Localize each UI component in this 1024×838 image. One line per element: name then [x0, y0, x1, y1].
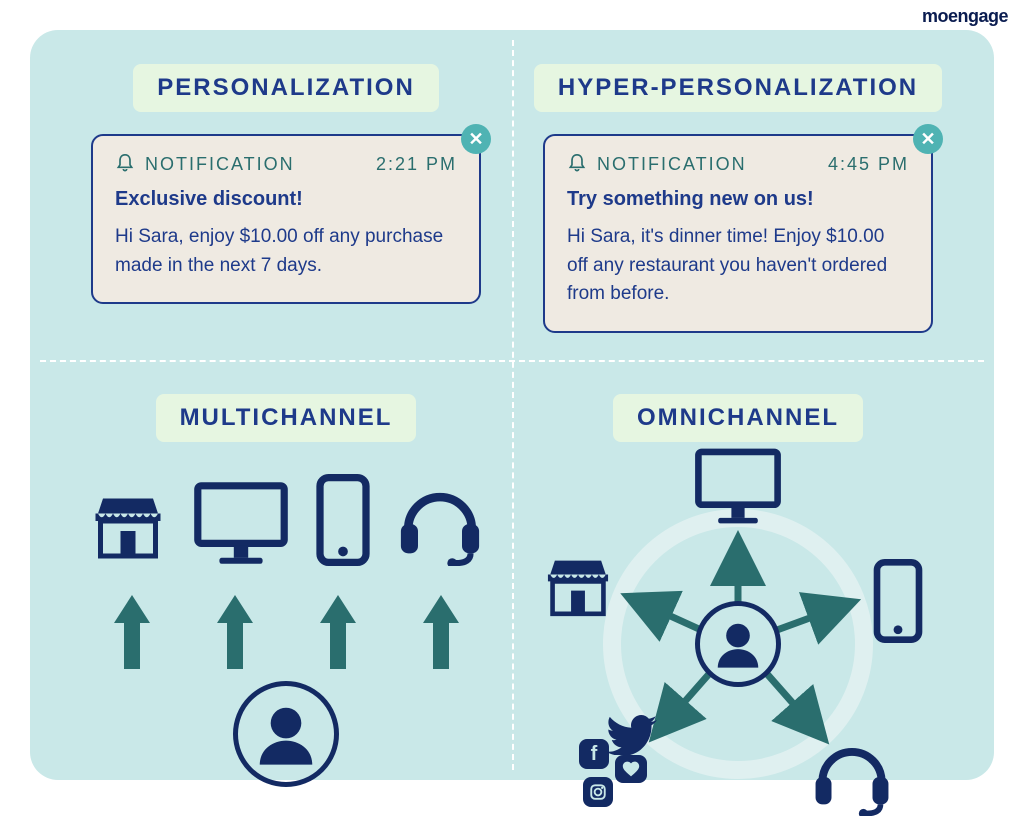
- channel-icon-row: [80, 474, 492, 571]
- notification-body: Hi Sara, it's dinner time! Enjoy $10.00 …: [567, 223, 909, 309]
- up-arrow-icon: [320, 595, 356, 669]
- up-arrow-icon: [217, 595, 253, 669]
- notification-body: Hi Sara, enjoy $10.00 off any purchase m…: [115, 223, 457, 280]
- heading-multichannel: MULTICHANNEL: [156, 394, 417, 442]
- desktop-icon: [193, 480, 289, 571]
- close-icon[interactable]: ✕: [461, 124, 491, 154]
- headset-icon: [811, 738, 893, 816]
- store-icon: [88, 486, 168, 571]
- up-arrow-icon: [114, 595, 150, 669]
- quadrant-personalization: PERSONALIZATION ✕ NOTIFICATION 2:21 PM E…: [60, 50, 512, 380]
- store-icon: [541, 549, 615, 623]
- heading-personalization: PERSONALIZATION: [133, 64, 439, 112]
- notification-headline: Exclusive discount!: [115, 188, 457, 211]
- arrow-row: [80, 595, 492, 669]
- mobile-icon: [315, 474, 371, 571]
- mobile-icon: [873, 559, 923, 643]
- bell-icon: [567, 152, 587, 176]
- infographic-panel: PERSONALIZATION ✕ NOTIFICATION 2:21 PM E…: [30, 30, 994, 780]
- quadrant-hyper-personalization: HYPER-PERSONALIZATION ✕ NOTIFICATION 4:4…: [512, 50, 964, 380]
- close-icon[interactable]: ✕: [913, 124, 943, 154]
- notification-time: 2:21 PM: [376, 154, 457, 175]
- notification-label: NOTIFICATION: [145, 154, 295, 175]
- heading-hyper-personalization: HYPER-PERSONALIZATION: [534, 64, 942, 112]
- quadrant-multichannel: MULTICHANNEL: [60, 380, 512, 838]
- user-icon: [695, 601, 781, 687]
- brand-logo: moengage: [922, 6, 1008, 27]
- up-arrow-icon: [423, 595, 459, 669]
- notification-card-hyper: ✕ NOTIFICATION 4:45 PM Try something new…: [543, 134, 933, 333]
- omnichannel-radial: f: [548, 464, 928, 824]
- headset-icon: [396, 482, 484, 571]
- user-icon: [233, 681, 339, 787]
- notification-label: NOTIFICATION: [597, 154, 747, 175]
- bird-icon: [605, 715, 657, 755]
- quadrant-omnichannel: OMNICHANNEL: [512, 380, 964, 838]
- social-icon: f: [579, 721, 669, 811]
- notification-card-personalization: ✕ NOTIFICATION 2:21 PM Exclusive discoun…: [91, 134, 481, 304]
- notification-time: 4:45 PM: [828, 154, 909, 175]
- bell-icon: [115, 152, 135, 176]
- desktop-icon: [694, 447, 782, 525]
- notification-headline: Try something new on us!: [567, 188, 909, 211]
- heading-omnichannel: OMNICHANNEL: [613, 394, 863, 442]
